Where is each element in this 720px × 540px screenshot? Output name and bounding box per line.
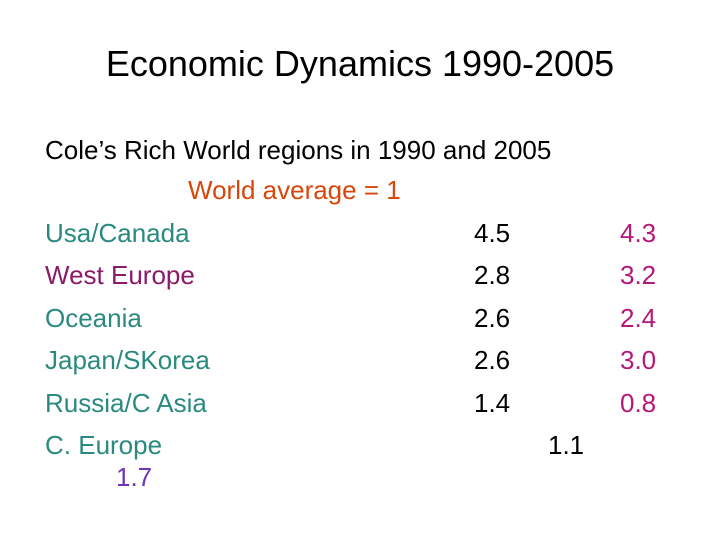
value-2005-c-europe: 1.7 xyxy=(116,462,153,492)
value-1990-west-europe: 2.8 xyxy=(474,260,511,290)
value-1990-russia-c-asia: 1.4 xyxy=(474,388,511,418)
slide-title: Economic Dynamics 1990-2005 xyxy=(105,43,615,84)
value-2005-usa-canada: 4.3 xyxy=(620,218,657,248)
slide-subtitle: Cole’s Rich World regions in 1990 and 20… xyxy=(45,135,552,165)
value-2005-japan-skorea: 3.0 xyxy=(620,345,657,375)
region-label-oceania: Oceania xyxy=(45,303,142,333)
value-1990-c-europe: 1.1 xyxy=(548,430,585,460)
value-2005-russia-c-asia: 0.8 xyxy=(620,388,657,418)
region-label-usa-canada: Usa/Canada xyxy=(45,218,190,248)
value-1990-usa-canada: 4.5 xyxy=(474,218,511,248)
value-2005-west-europe: 3.2 xyxy=(620,260,657,290)
region-label-japan-skorea: Japan/SKorea xyxy=(45,345,210,375)
value-2005-oceania: 2.4 xyxy=(620,303,657,333)
region-label-c-europe: C. Europe xyxy=(45,430,163,460)
value-1990-oceania: 2.6 xyxy=(474,303,511,333)
world-average-note: World average = 1 xyxy=(188,175,401,205)
region-label-west-europe: West Europe xyxy=(45,260,195,290)
region-label-russia-c-asia: Russia/C Asia xyxy=(45,388,207,418)
value-1990-japan-skorea: 2.6 xyxy=(474,345,511,375)
